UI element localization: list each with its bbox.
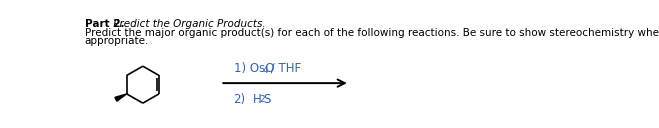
Text: Predict the major organic product(s) for each of the following reactions. Be sur: Predict the major organic product(s) for… — [85, 28, 659, 38]
Text: S: S — [263, 93, 270, 106]
Text: 2: 2 — [259, 95, 265, 104]
Text: appropriate.: appropriate. — [85, 36, 149, 46]
Text: 1) OsO: 1) OsO — [233, 62, 274, 75]
Text: Predict the Organic Products.: Predict the Organic Products. — [109, 19, 266, 29]
Text: 2): 2) — [233, 93, 246, 106]
Text: Part 2.: Part 2. — [85, 19, 124, 29]
Text: / THF: / THF — [267, 62, 301, 75]
Text: 4: 4 — [263, 66, 269, 75]
Text: H: H — [253, 93, 262, 106]
Polygon shape — [115, 94, 127, 101]
